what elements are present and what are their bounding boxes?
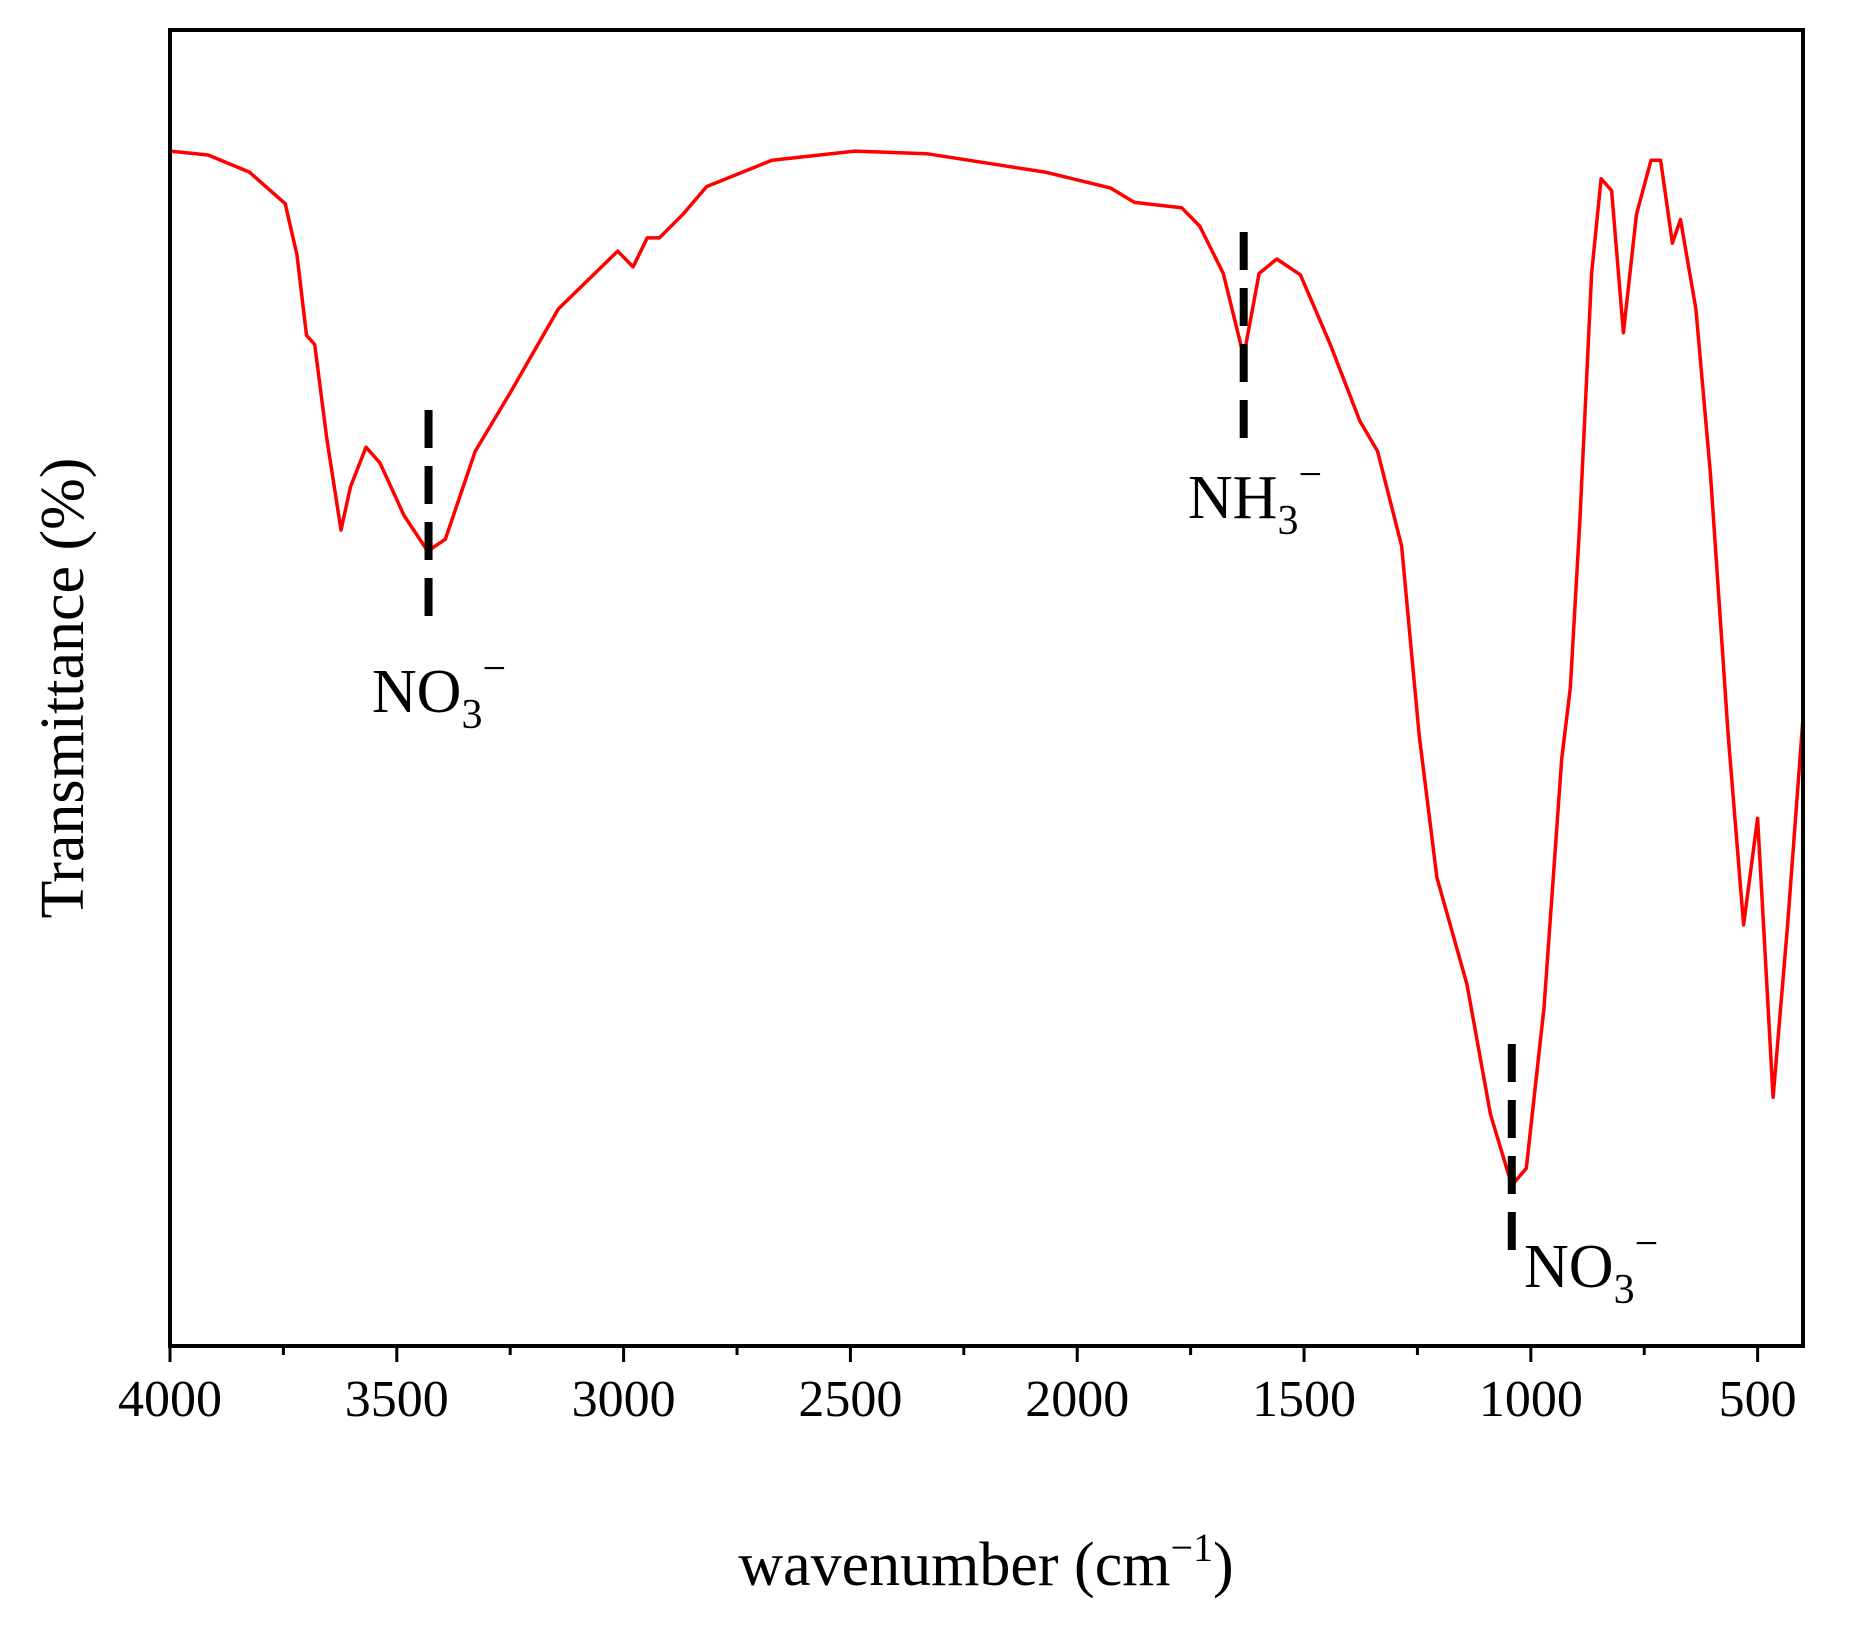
annotation-text: NO: [372, 658, 462, 726]
y-axis-label: Transmittance (%): [29, 458, 97, 919]
x-tick-label: 2000: [1025, 1371, 1129, 1428]
spectrum-line: [169, 149, 1805, 1188]
x-tick-label: 500: [1719, 1371, 1797, 1428]
x-axis-label: wavenumber (cm−1): [738, 1525, 1233, 1599]
x-axis-label-end: ): [1213, 1531, 1234, 1599]
annotation-text: NO: [1524, 1233, 1614, 1301]
x-tick-label: 2500: [798, 1371, 902, 1428]
x-tick-label: 3000: [572, 1371, 676, 1428]
annotation-sup: −: [1635, 1221, 1659, 1267]
annotation-label: NO3−: [372, 646, 506, 738]
annotation-text: NH: [1188, 464, 1278, 532]
annotation-label: NO3−: [1524, 1221, 1658, 1313]
x-tick-label: 1000: [1479, 1371, 1583, 1428]
annotation-sub: 3: [1614, 1267, 1635, 1313]
annotation-sup: −: [1298, 452, 1322, 498]
x-axis-label-sup: −1: [1170, 1525, 1213, 1570]
x-axis-label-text: wavenumber (cm: [738, 1531, 1170, 1599]
x-tick-label: 4000: [118, 1371, 222, 1428]
x-tick-label: 3500: [345, 1371, 449, 1428]
annotation-sup: −: [482, 646, 506, 692]
plot-frame: [168, 28, 1805, 1348]
annotation-sub: 3: [461, 692, 482, 738]
annotation-sub: 3: [1277, 498, 1298, 544]
x-tick-label: 1500: [1252, 1371, 1356, 1428]
annotation-label: NH3−: [1188, 452, 1322, 544]
